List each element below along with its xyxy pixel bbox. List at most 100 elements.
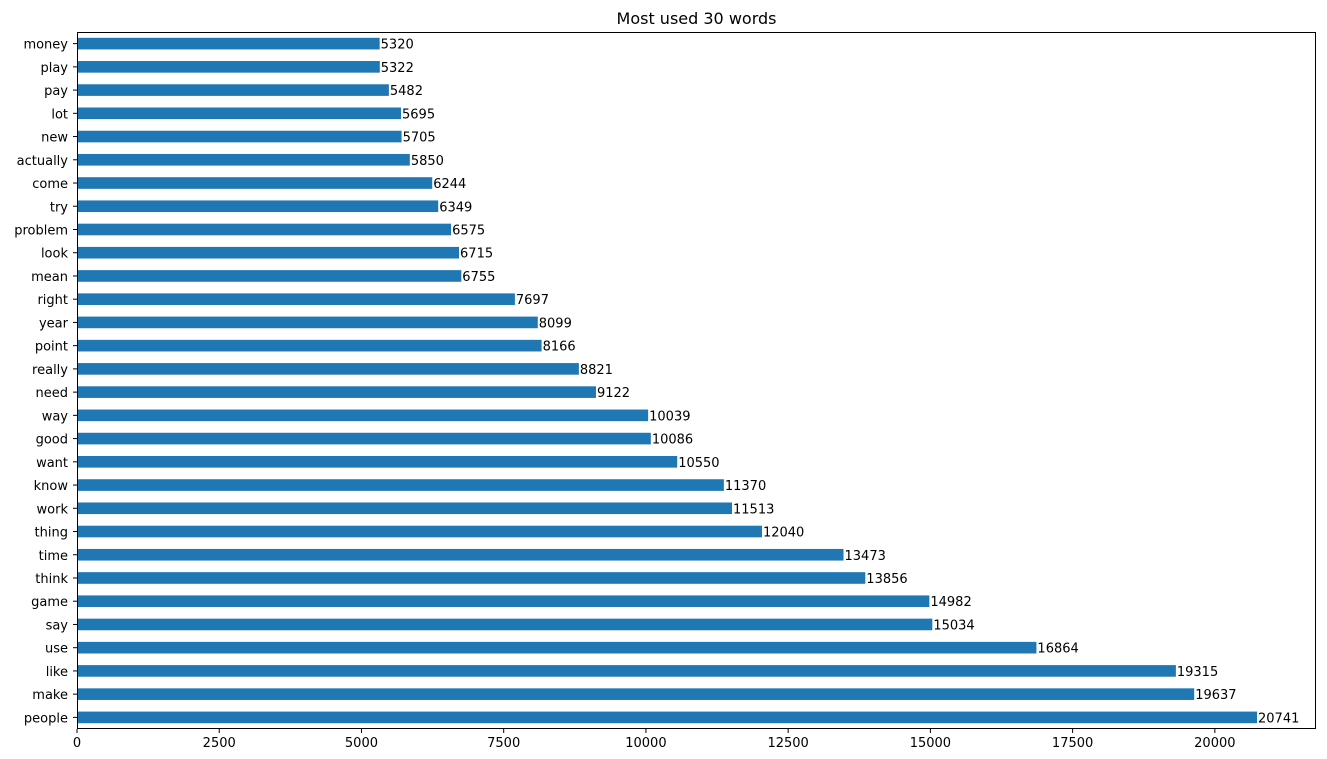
x-tick-label-2500: 2500 [203, 736, 236, 751]
y-tick-label-use: use [45, 642, 68, 657]
y-axis: money play pay lot new actually come try problem… [14, 38, 77, 726]
bar-money [77, 37, 380, 50]
value-label-point: 8166 [543, 340, 576, 355]
y-tick-label-play: play [40, 61, 68, 76]
value-label-say: 15034 [933, 618, 974, 633]
bar-try [77, 200, 439, 213]
bar-people [77, 711, 1258, 724]
bar-work [77, 502, 733, 515]
bar-play [77, 61, 380, 73]
y-tick-label-people: people [24, 711, 68, 726]
bars-group [77, 37, 1258, 724]
y-tick-label-want: want [36, 456, 68, 471]
y-tick-label-say: say [46, 618, 69, 633]
bar-thing [77, 525, 762, 538]
bar-want [77, 456, 678, 468]
value-label-mean: 6755 [462, 270, 495, 285]
y-tick-label-like: like [46, 665, 68, 680]
value-label-year: 8099 [539, 316, 572, 331]
x-tick-label-15000: 15000 [910, 736, 951, 751]
value-label-try: 6349 [439, 200, 472, 215]
bar-good [77, 432, 651, 445]
bar-really [77, 363, 579, 375]
y-tick-label-right: right [37, 293, 68, 308]
plot-frame [77, 32, 1316, 729]
bar-right [77, 293, 515, 305]
y-tick-label-thing: thing [35, 526, 68, 541]
bar-use [77, 641, 1037, 654]
bar-year [77, 316, 538, 329]
value-label-play: 5322 [381, 61, 414, 76]
bar-say [77, 618, 933, 631]
y-tick-label-try: try [50, 200, 68, 215]
bar-new [77, 130, 402, 143]
value-label-use: 16864 [1037, 642, 1078, 657]
value-label-pay: 5482 [390, 84, 423, 99]
x-tick-label-10000: 10000 [625, 736, 666, 751]
value-label-way: 10039 [649, 409, 690, 424]
value-label-make: 19637 [1195, 688, 1236, 703]
value-label-money: 5320 [381, 38, 414, 53]
bar-mean [77, 270, 462, 282]
y-tick-label-make: make [32, 688, 68, 703]
value-label-people: 20741 [1258, 711, 1299, 726]
y-tick-label-pay: pay [44, 84, 68, 99]
value-label-want: 10550 [678, 456, 719, 471]
y-tick-label-point: point [35, 340, 68, 355]
value-label-need: 9122 [597, 386, 630, 401]
bar-think [77, 572, 866, 584]
value-label-game: 14982 [930, 595, 971, 610]
value-label-work: 11513 [733, 502, 774, 517]
x-tick-label-17500: 17500 [1052, 736, 1093, 751]
value-label-really: 8821 [580, 363, 613, 378]
y-tick-label-know: know [34, 479, 69, 494]
value-label-think: 13856 [866, 572, 907, 587]
value-label-thing: 12040 [763, 526, 804, 541]
y-tick-label-time: time [39, 549, 68, 564]
y-tick-label-game: game [31, 595, 68, 610]
bar-pay [77, 84, 389, 96]
bar-need [77, 386, 596, 398]
y-tick-label-work: work [37, 502, 69, 517]
value-label-problem: 6575 [452, 223, 485, 238]
y-tick-label-year: year [39, 316, 69, 331]
bar-make [77, 688, 1195, 700]
x-axis: 0 2500 5000 7500 10000 12500 15000 17500 20000 [73, 729, 1236, 751]
y-tick-label-new: new [41, 131, 68, 146]
y-tick-label-mean: mean [31, 270, 68, 285]
value-label-know: 11370 [725, 479, 766, 494]
y-tick-label-look: look [41, 247, 69, 262]
bar-come [77, 177, 433, 189]
bar-point [77, 339, 542, 352]
value-labels-group: 5320 5322 5482 5695 5705 5850 6244 6349 6575 6715… [381, 38, 1300, 727]
value-label-lot: 5695 [402, 107, 435, 122]
value-label-time: 13473 [845, 549, 886, 564]
x-tick-label-12500: 12500 [767, 736, 808, 751]
y-tick-label-problem: problem [14, 223, 68, 238]
bar-know [77, 479, 724, 491]
y-tick-label-money: money [23, 38, 68, 53]
bar-look [77, 246, 460, 259]
y-tick-label-really: really [32, 363, 68, 378]
y-tick-label-good: good [36, 433, 68, 448]
y-tick-label-think: think [35, 572, 68, 587]
bar-way [77, 409, 649, 422]
bar-game [77, 595, 930, 608]
value-label-new: 5705 [403, 131, 436, 146]
value-label-like: 19315 [1177, 665, 1218, 680]
value-label-right: 7697 [516, 293, 549, 308]
value-label-come: 6244 [433, 177, 466, 192]
y-tick-label-lot: lot [51, 107, 68, 122]
y-tick-label-need: need [36, 386, 69, 401]
bar-time [77, 548, 844, 561]
x-tick-label-20000: 20000 [1194, 736, 1235, 751]
x-tick-label-5000: 5000 [345, 736, 378, 751]
bar-actually [77, 153, 410, 166]
x-tick-label-7500: 7500 [487, 736, 520, 751]
value-label-actually: 5850 [411, 154, 444, 169]
y-tick-label-way: way [42, 409, 69, 424]
bar-like [77, 665, 1176, 677]
bar-problem [77, 223, 452, 236]
y-tick-label-actually: actually [17, 154, 69, 169]
y-tick-label-come: come [32, 177, 68, 192]
